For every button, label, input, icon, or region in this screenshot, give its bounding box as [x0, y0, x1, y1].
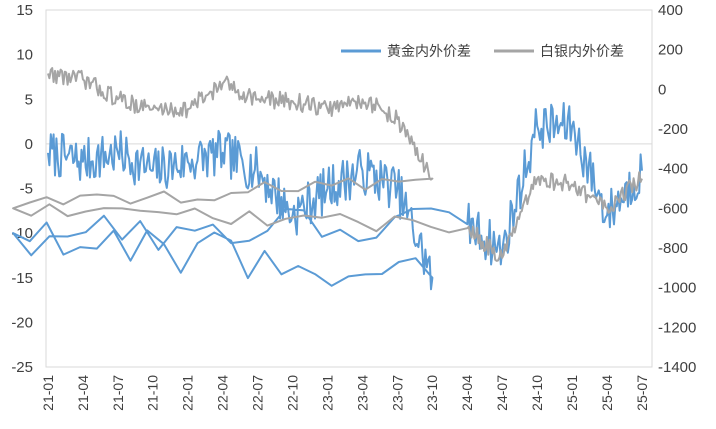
x-tick-label: 23-10	[424, 375, 440, 411]
x-tick-label: 23-01	[319, 375, 335, 411]
series-line-gold	[12, 102, 643, 291]
y-right-tick-label: -600	[658, 200, 688, 217]
y-left-tick-label: 10	[16, 47, 33, 64]
legend-label-gold: 黄金内外价差	[387, 43, 471, 60]
y-right-tick-label: 200	[658, 42, 683, 59]
x-tick-label: 22-10	[284, 375, 300, 411]
x-tick-label: 23-07	[389, 375, 405, 411]
y-right-tick-label: 0	[658, 81, 666, 98]
x-tick-label: 21-10	[145, 375, 161, 411]
x-tick-label: 25-07	[634, 375, 650, 411]
y-left-tick-label: 5	[25, 91, 33, 108]
x-tick-label: 21-07	[110, 375, 126, 411]
y-left-tick-label: -25	[11, 359, 33, 376]
legend-label-silver: 白银内外价差	[540, 44, 624, 60]
x-tick-label: 22-07	[250, 375, 266, 411]
y-right-tick-label: 400	[658, 2, 683, 19]
y-right-tick-label: -800	[658, 240, 688, 257]
y-left-tick-label: 15	[16, 2, 33, 19]
y-left-tick-label: 0	[25, 136, 33, 153]
y-right-tick-label: -200	[658, 121, 688, 138]
plot-area	[45, 9, 653, 368]
x-tick-label: 24-10	[529, 375, 545, 411]
x-tick-label: 22-01	[180, 375, 196, 411]
y-left-tick-label: -20	[11, 314, 33, 331]
y-left-tick-label: -5	[20, 181, 33, 198]
x-tick-label: 25-04	[599, 375, 615, 411]
series-line-silver	[12, 67, 643, 262]
y-right-tick-label: -1200	[658, 319, 696, 336]
x-tick-label: 24-07	[494, 375, 510, 411]
x-tick-label: 25-01	[564, 375, 580, 411]
y-left-tick-label: -15	[11, 270, 33, 287]
x-tick-label: 23-04	[354, 375, 370, 411]
y-right-tick-label: -1400	[658, 359, 696, 376]
x-tick-label: 24-04	[459, 375, 475, 411]
x-tick-label: 22-04	[215, 375, 231, 411]
x-tick-label: 21-04	[75, 375, 91, 411]
y-right-tick-label: -1000	[658, 280, 696, 297]
y-right-tick-label: -400	[658, 161, 688, 178]
x-tick-label: 21-01	[40, 375, 56, 411]
